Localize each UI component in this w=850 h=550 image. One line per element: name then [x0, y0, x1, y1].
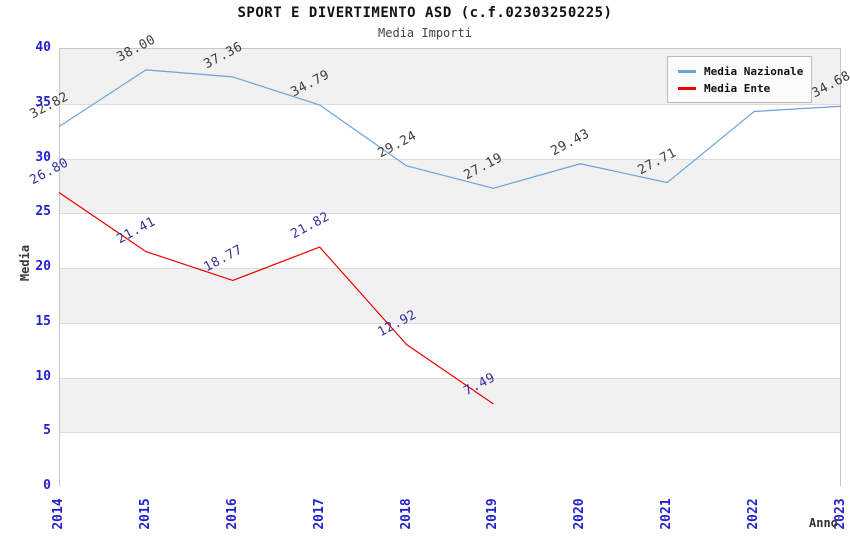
y-axis-title: Media	[18, 244, 32, 282]
x-tick-label: 2016	[224, 498, 240, 530]
gridline	[60, 377, 840, 379]
x-tick-label: 2021	[659, 498, 675, 530]
media-ente-line-swatch	[678, 86, 696, 90]
y-tick-label: 0	[43, 478, 51, 493]
gridline	[60, 158, 840, 160]
x-tick-label: 2018	[398, 498, 414, 530]
y-tick-label: 5	[43, 423, 51, 439]
plot-band	[60, 103, 840, 159]
x-tick-label: 2017	[311, 498, 327, 530]
x-tick-label: 2015	[137, 498, 153, 530]
x-tick-label: 2022	[746, 498, 762, 530]
legend-label-media-nazionale: Media Nazionale	[704, 64, 804, 78]
plot-band	[60, 213, 840, 268]
plot-area	[59, 48, 841, 487]
legend-item-media-ente: Media Ente	[678, 80, 803, 96]
x-tick-label: 2019	[485, 498, 501, 530]
x-tick-label: 2020	[572, 498, 588, 530]
gridline	[60, 432, 840, 434]
plot-band	[60, 377, 840, 433]
gridline	[60, 322, 840, 324]
legend-item-media-nazionale: Media Nazionale	[678, 63, 803, 79]
legend: Media Nazionale Media Ente	[667, 56, 812, 103]
legend-label-media-ente: Media Ente	[704, 81, 771, 95]
plot-band	[60, 158, 840, 214]
y-tick-label: 30	[35, 149, 51, 165]
plot-band	[60, 268, 840, 323]
plot-band	[60, 432, 840, 487]
chart-subtitle: Media Importi	[378, 26, 472, 40]
y-tick-label: 15	[35, 313, 51, 329]
y-tick-label: 10	[35, 368, 51, 384]
y-tick-label: 35	[35, 94, 51, 110]
y-tick-label: 25	[35, 204, 51, 220]
gridline	[60, 213, 840, 215]
x-tick-label: 2014	[51, 498, 66, 530]
gridline	[60, 268, 840, 269]
y-tick-label: 20	[35, 259, 51, 274]
gridline	[60, 103, 840, 105]
media-nazionale-line-swatch	[678, 69, 696, 73]
x-axis-title: Anno	[809, 516, 838, 530]
chart-title: SPORT E DIVERTIMENTO ASD (c.f.0230325022…	[237, 5, 613, 21]
plot-band	[60, 322, 840, 378]
y-tick-label: 40	[35, 40, 51, 55]
